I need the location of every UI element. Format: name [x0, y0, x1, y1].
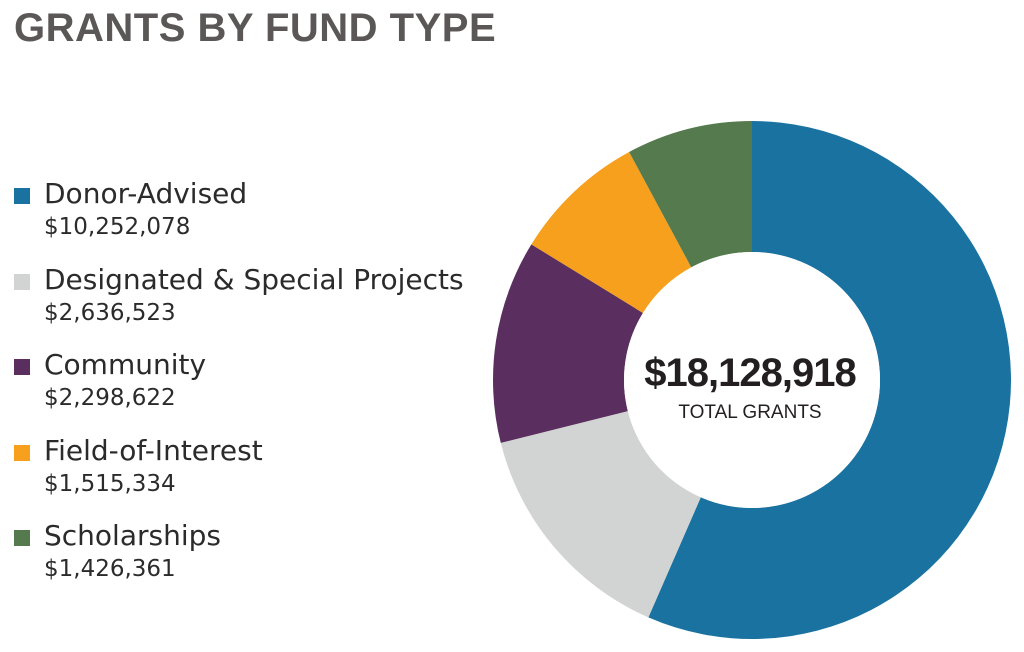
donut-slice-scholarships	[629, 121, 752, 268]
legend-value: $2,636,523	[44, 299, 176, 326]
legend-swatch	[14, 273, 30, 290]
legend-swatch	[14, 188, 30, 204]
legend-item-donor-advised: Donor-Advised $10,252,078	[14, 176, 484, 262]
legend-label: Field-of-Interest	[44, 433, 263, 467]
legend-value: $2,298,622	[44, 385, 176, 411]
donut-slice-designated-special-projects	[500, 411, 701, 618]
legend-label: Community	[44, 348, 207, 381]
legend-label: Scholarships	[44, 519, 221, 552]
legend-item-field-of-interest: Field-of-Interest $1,515,334	[14, 433, 484, 519]
donut-slice-community	[493, 244, 643, 443]
center-total: $18,128,918	[644, 351, 856, 395]
donut-slices	[493, 121, 1011, 639]
legend-item-scholarships: Scholarships $1,426,361	[14, 518, 484, 604]
legend-value: $1,426,361	[44, 556, 176, 582]
legend-item-designated-special-projects: Designated & Special Projects $2,636,523	[14, 262, 484, 348]
legend-label: Donor-Advised	[44, 177, 248, 210]
donut-slice-field-of-interest	[531, 152, 692, 313]
legend-swatch	[14, 444, 30, 461]
legend-item-community: Community $2,298,622	[14, 347, 484, 433]
legend-value: $1,515,334	[44, 470, 176, 497]
legend-value: $10,252,078	[44, 214, 191, 240]
legend: Donor-Advised $10,252,078 Designated & S…	[14, 176, 484, 604]
donut-hole	[624, 252, 880, 508]
legend-label: Designated & Special Projects	[44, 262, 464, 296]
legend-swatch	[14, 359, 30, 375]
chart-title: GRANTS BY FUND TYPE	[14, 6, 497, 50]
legend-swatch	[14, 530, 30, 546]
center-label: TOTAL GRANTS	[678, 402, 821, 423]
donut-slice-donor-advised	[648, 121, 1011, 639]
